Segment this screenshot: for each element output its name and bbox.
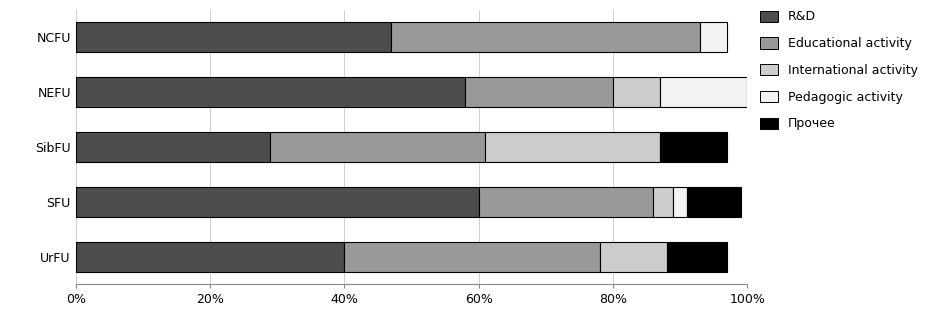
Bar (600, 242, 667, 272)
Bar (271, 132, 485, 162)
Bar (654, 187, 674, 217)
Bar (667, 242, 727, 272)
Bar (700, 22, 727, 52)
Bar (465, 77, 613, 107)
Bar (76, 132, 271, 162)
Bar (613, 77, 660, 107)
Bar (76, 242, 344, 272)
Bar (76, 187, 479, 217)
Bar (344, 242, 600, 272)
Bar (392, 22, 700, 52)
Legend: R&D, Educational activity, International activity, Pedagogic activity, Прочее: R&D, Educational activity, International… (761, 10, 918, 130)
Bar (660, 132, 727, 162)
Bar (479, 187, 654, 217)
Bar (687, 187, 741, 217)
Bar (76, 22, 392, 52)
Bar (674, 187, 687, 217)
Bar (660, 77, 747, 107)
Bar (76, 77, 465, 107)
Bar (485, 132, 660, 162)
